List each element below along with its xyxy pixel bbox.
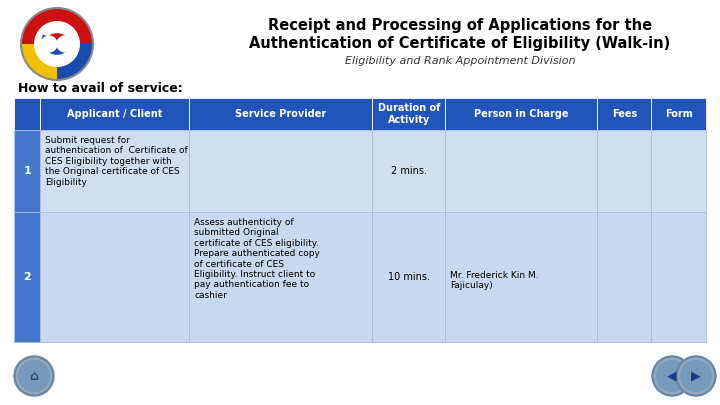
Text: ◀: ◀ (667, 369, 677, 382)
Bar (445, 212, 598, 342)
Text: ▶: ▶ (691, 369, 701, 382)
Text: Person in Charge: Person in Charge (474, 109, 569, 119)
Bar (40, 212, 189, 342)
Text: Submit request for
authentication of  Certificate of
CES Eligibility together wi: Submit request for authentication of Cer… (45, 136, 188, 187)
Circle shape (654, 358, 690, 394)
Text: Service Provider: Service Provider (235, 109, 326, 119)
Text: How to avail of service:: How to avail of service: (18, 82, 183, 95)
Circle shape (678, 358, 714, 394)
Text: Authentication of Certificate of Eligibility (Walk-in): Authentication of Certificate of Eligibi… (249, 36, 670, 51)
Bar (40, 130, 189, 212)
Text: Mr. Frederick Kin M.
Fajiculay): Mr. Frederick Kin M. Fajiculay) (450, 271, 539, 290)
Bar (372, 130, 445, 212)
Wedge shape (42, 34, 72, 55)
Wedge shape (57, 44, 93, 80)
Bar (14, 212, 40, 342)
Circle shape (680, 360, 711, 392)
Wedge shape (21, 44, 57, 80)
Circle shape (41, 36, 57, 52)
Bar (372, 212, 445, 342)
Wedge shape (21, 8, 93, 44)
Text: Receipt and Processing of Applications for the: Receipt and Processing of Applications f… (268, 18, 652, 33)
Text: Applicant / Client: Applicant / Client (67, 109, 163, 119)
Bar (652, 130, 706, 212)
Circle shape (17, 358, 52, 394)
Bar (598, 98, 652, 130)
Bar (14, 130, 40, 212)
Bar (189, 212, 372, 342)
Wedge shape (42, 33, 72, 48)
Text: Assess authenticity of
submitted Original
certificate of CES eligibility.
Prepar: Assess authenticity of submitted Origina… (194, 218, 320, 300)
Text: Duration of
Activity: Duration of Activity (377, 103, 440, 125)
Bar (189, 130, 372, 212)
Circle shape (19, 6, 95, 82)
Text: 10 mins.: 10 mins. (388, 272, 430, 282)
Text: Form: Form (665, 109, 693, 119)
Text: ⌂: ⌂ (30, 369, 38, 382)
Circle shape (19, 360, 50, 392)
Bar (445, 98, 598, 130)
Circle shape (57, 36, 73, 52)
Bar (652, 98, 706, 130)
Bar (189, 98, 372, 130)
Text: 1: 1 (23, 166, 31, 176)
Text: 2: 2 (23, 272, 31, 282)
Bar (652, 212, 706, 342)
Bar (598, 130, 652, 212)
Circle shape (35, 22, 79, 66)
Bar (14, 98, 40, 130)
Text: Eligibility and Rank Appointment Division: Eligibility and Rank Appointment Divisio… (345, 56, 575, 66)
Circle shape (652, 356, 692, 396)
Bar (372, 98, 445, 130)
Text: 2 mins.: 2 mins. (391, 166, 427, 176)
Circle shape (657, 360, 688, 392)
Bar (40, 98, 189, 130)
Bar (598, 212, 652, 342)
Bar (445, 130, 598, 212)
Circle shape (676, 356, 716, 396)
Circle shape (14, 356, 54, 396)
Text: Fees: Fees (612, 109, 637, 119)
